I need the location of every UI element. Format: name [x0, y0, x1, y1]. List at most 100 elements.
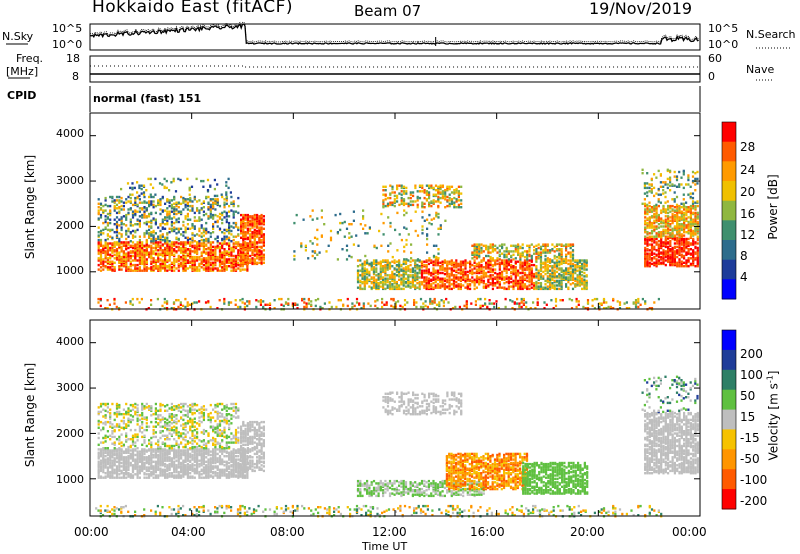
power-cell — [519, 271, 522, 275]
power-cell — [402, 262, 405, 266]
power-cell — [398, 270, 401, 274]
power-cell — [403, 250, 406, 253]
power-cell — [228, 254, 231, 258]
power-cell — [475, 275, 478, 278]
power-cell — [180, 202, 183, 205]
power-cell — [491, 274, 494, 277]
power-cell — [120, 208, 123, 211]
power-cell — [685, 217, 688, 220]
power-cell — [474, 300, 477, 303]
power-cell — [262, 215, 265, 218]
power-cell — [503, 278, 506, 281]
power-cell — [637, 300, 640, 303]
power-cell — [411, 276, 414, 279]
power-cell — [131, 229, 135, 233]
power-cell — [256, 241, 259, 244]
power-cell — [104, 254, 107, 258]
power-cell — [108, 303, 111, 306]
power-cell — [550, 299, 553, 302]
power-cell — [402, 185, 406, 188]
power-cell — [141, 213, 144, 217]
power-cell — [433, 301, 436, 304]
power-cell — [200, 218, 203, 221]
power-cell — [424, 300, 427, 303]
power-cell — [341, 248, 344, 251]
power-cell — [198, 244, 201, 247]
power-cell — [138, 219, 141, 222]
power-cell — [177, 227, 180, 230]
power-cell — [459, 283, 462, 286]
power-cell — [464, 260, 467, 263]
power-cell — [104, 209, 107, 212]
power-cell — [510, 280, 513, 284]
power-cell — [205, 251, 208, 254]
power-cell — [398, 284, 401, 287]
power-cell — [421, 232, 424, 235]
power-cell — [416, 263, 419, 267]
power-cell — [375, 278, 378, 281]
power-cell — [223, 232, 226, 235]
power-cell — [549, 287, 552, 291]
power-cell — [154, 177, 157, 181]
power-cell — [161, 233, 164, 236]
power-cell — [535, 260, 538, 263]
power-cell — [418, 268, 421, 271]
power-cell — [232, 210, 235, 213]
power-cell — [439, 224, 442, 227]
power-cell — [189, 260, 192, 263]
power-cell — [457, 277, 460, 280]
power-cell — [402, 277, 405, 280]
power-cell — [244, 221, 247, 225]
power-cell — [469, 260, 472, 263]
power-cell — [537, 287, 540, 291]
power-cell — [507, 282, 510, 285]
power-cell — [414, 284, 417, 287]
nsearch-tick-top: 10^5 — [708, 22, 739, 35]
power-cell — [528, 269, 531, 272]
power-cell — [671, 235, 674, 238]
power-cell — [168, 240, 171, 243]
power-cell — [558, 272, 561, 276]
power-cell — [474, 303, 477, 306]
power-cell — [485, 271, 488, 275]
power-cell — [398, 260, 401, 263]
power-cell — [186, 201, 189, 204]
power-cell — [473, 265, 476, 268]
power-cell — [118, 268, 121, 271]
power-cell — [676, 218, 679, 221]
power-cell — [109, 235, 112, 238]
power-cell — [339, 212, 342, 216]
power-cell — [426, 218, 429, 221]
power-cell — [104, 215, 107, 218]
power-cell — [660, 234, 663, 237]
power-cell — [391, 283, 394, 286]
power-cell — [401, 305, 404, 309]
power-cell — [436, 278, 440, 281]
power-cell — [673, 250, 676, 253]
power-cell — [104, 227, 107, 230]
power-cell — [539, 251, 543, 254]
power-cell — [382, 193, 385, 196]
power-cell — [374, 300, 377, 303]
power-cell — [517, 285, 520, 288]
power-cell — [673, 225, 676, 228]
power-cell — [232, 249, 235, 252]
power-cell — [225, 181, 228, 184]
power-cell — [136, 228, 139, 232]
power-cell — [157, 260, 160, 263]
power-cell — [173, 195, 176, 199]
power-cell — [177, 245, 180, 249]
power-cell — [544, 243, 547, 246]
power-cell — [309, 240, 312, 243]
power-cell — [475, 270, 478, 274]
power-cell — [102, 260, 105, 263]
power-cell — [244, 237, 247, 241]
power-cell — [207, 246, 210, 250]
power-cell — [131, 203, 135, 207]
power-cell — [166, 238, 169, 242]
power-cell — [228, 226, 231, 229]
power-cell — [523, 259, 527, 262]
power-cell — [482, 279, 485, 283]
power-cell — [198, 229, 201, 233]
power-cell — [212, 249, 215, 252]
